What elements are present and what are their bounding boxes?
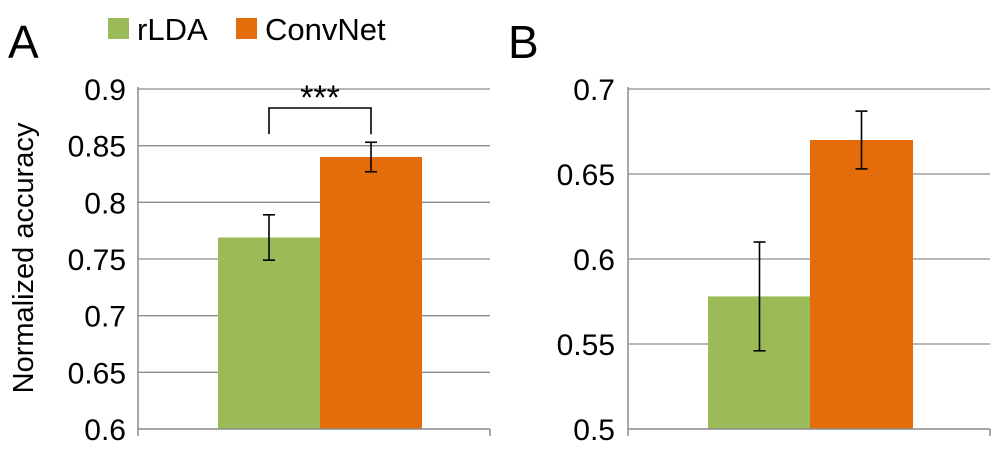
y-tick-label: 0.5 [573,414,615,447]
panel-letter-b: B [508,16,539,68]
significance-label: *** [300,79,340,117]
y-tick-label: 0.65 [68,357,126,390]
y-tick-label: 0.7 [573,74,615,107]
y-tick-label: 0.55 [557,329,615,362]
error-bar [365,141,377,173]
legend-label-convnet: ConvNet [265,12,386,47]
legend-swatch-convnet [236,18,257,39]
panel-letter-a: A [8,16,39,68]
y-tick-label: 0.9 [84,74,126,107]
y-tick-label: 0.8 [84,187,126,220]
chart-panel-b: 0.5 0.55 0.6 0.65 0.7 [557,74,991,447]
error-bar [263,214,275,261]
legend-label-rlda: rLDA [137,12,208,47]
error-bar [855,110,868,170]
y-tick-label: 0.6 [84,414,126,447]
y-tick-label: 0.85 [68,131,126,164]
error-bar [753,241,766,352]
chart-panel-a: 0.6 0.65 0.7 0.75 0.8 0.85 0.9 *** [68,74,491,447]
y-axis-title: Normalized accuracy [8,122,40,393]
y-tick-label: 0.65 [557,159,615,192]
bar-convnet [810,140,913,429]
bar-convnet [320,157,422,429]
y-tick-label: 0.7 [84,301,126,334]
legend-swatch-rldA [108,18,129,39]
y-tick-label: 0.6 [573,244,615,277]
legend: rLDA ConvNet [108,12,386,47]
y-tick-label: 0.75 [68,244,126,277]
bar-rlda [218,237,320,429]
significance-bracket [268,107,372,135]
